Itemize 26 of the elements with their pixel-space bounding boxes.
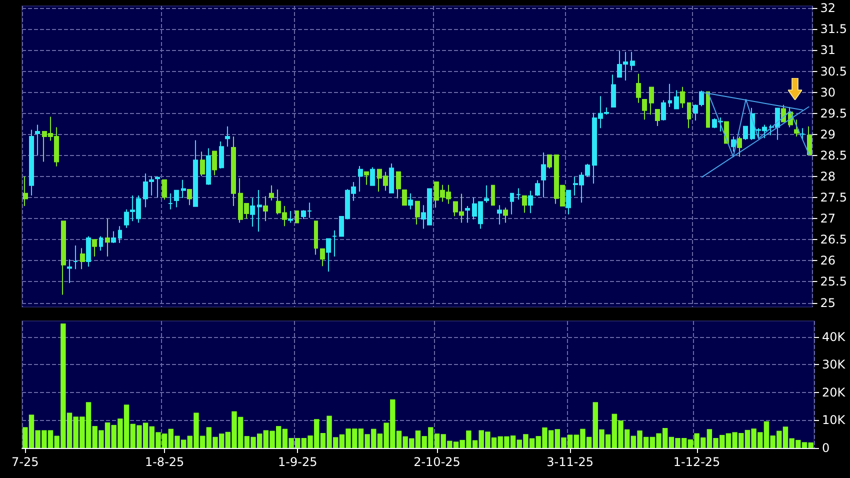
y-tick-label: 31 (820, 43, 836, 58)
y-tick-label: 32 (820, 1, 836, 16)
y-tick-label: 26.5 (820, 232, 847, 247)
y-tick-label: 31.5 (820, 22, 847, 36)
y-tick-label: 40K (822, 330, 846, 344)
y-tick-label: 27 (820, 212, 836, 226)
y-tick-label: 0 (822, 441, 830, 455)
x-tick-label: 1-12-25 (673, 455, 720, 469)
y-tick-label: 10K (822, 413, 846, 428)
y-tick-label: 29.5 (820, 106, 847, 120)
x-tick-label: 1-9-25 (278, 455, 318, 469)
x-tick-label: 1-8-25 (144, 455, 184, 469)
x-tick-label: 2-10-25 (414, 455, 460, 469)
x-tick-label: 3-11-25 (546, 455, 594, 469)
y-tick-label: 30 (820, 85, 836, 100)
y-tick-label: 20K (822, 385, 846, 400)
y-tick-label: 26 (820, 254, 836, 268)
y-tick-label: 29 (820, 127, 836, 142)
y-tick-label: 27.5 (820, 190, 847, 205)
y-tick-label: 25.5 (820, 274, 847, 289)
y-tick-label: 25 (820, 296, 836, 310)
y-tick-label: 28 (820, 169, 836, 184)
y-tick-label: 30K (822, 358, 846, 372)
y-tick-label: 28.5 (820, 148, 847, 162)
y-tick-label: 30.5 (820, 64, 847, 78)
x-tick-label: 7-25 (12, 455, 39, 469)
